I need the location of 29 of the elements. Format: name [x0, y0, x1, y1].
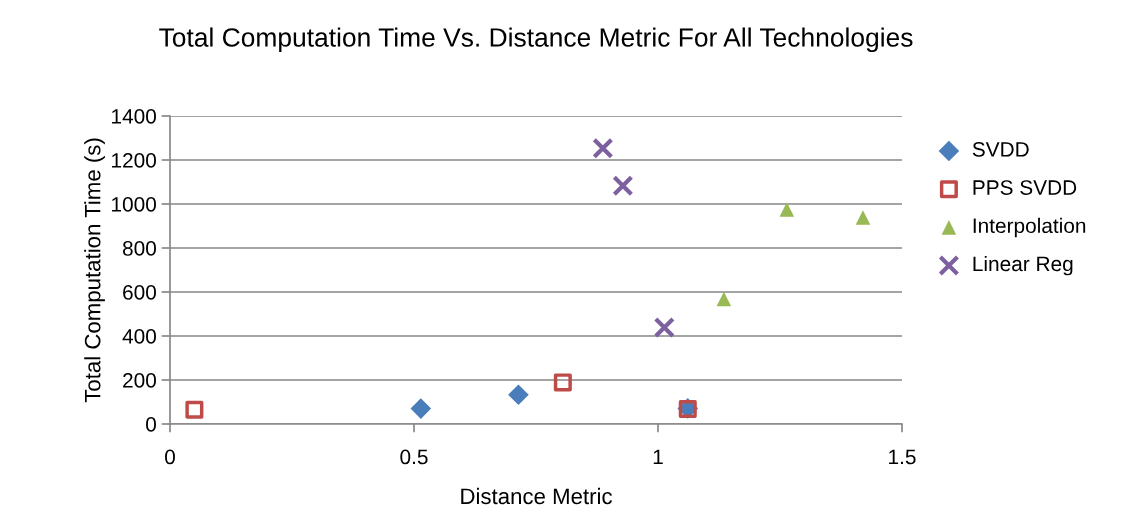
x-tick-label: 0.5	[400, 449, 428, 465]
point	[855, 210, 871, 225]
y-tick-label: 0	[146, 417, 156, 432]
y-tick-label: 200	[123, 373, 156, 388]
y-tick-label: 1000	[112, 197, 156, 212]
point	[592, 137, 614, 159]
chart-title: Total Computation Time Vs. Distance Metric For All Technologies	[159, 27, 913, 53]
x-tick-label: 1.5	[889, 449, 916, 465]
point	[716, 291, 732, 307]
x-tick-label: 0	[165, 449, 175, 465]
point	[508, 384, 529, 406]
point	[553, 373, 572, 392]
point	[779, 202, 795, 217]
x-tick-label: 1	[653, 449, 663, 465]
y-tick-label: 1200	[112, 153, 156, 168]
point	[653, 316, 675, 339]
y-tick-label: 400	[122, 329, 156, 344]
legend-label: PPS SVDD	[973, 180, 1077, 195]
y-tick-label: 800	[122, 241, 156, 256]
point	[185, 400, 204, 419]
y-tick-label: 600	[123, 285, 156, 300]
y-axis-title: Total Computation Time (s)	[84, 138, 105, 403]
legend-label: Interpolation	[973, 217, 1086, 238]
legend-label: SVDD	[972, 141, 1029, 157]
y-tick-label: 1400	[112, 109, 156, 124]
x-axis-title: Distance Metric	[461, 487, 612, 505]
point	[612, 175, 634, 197]
legend-label: Linear Reg	[973, 255, 1073, 276]
point	[410, 398, 432, 419]
